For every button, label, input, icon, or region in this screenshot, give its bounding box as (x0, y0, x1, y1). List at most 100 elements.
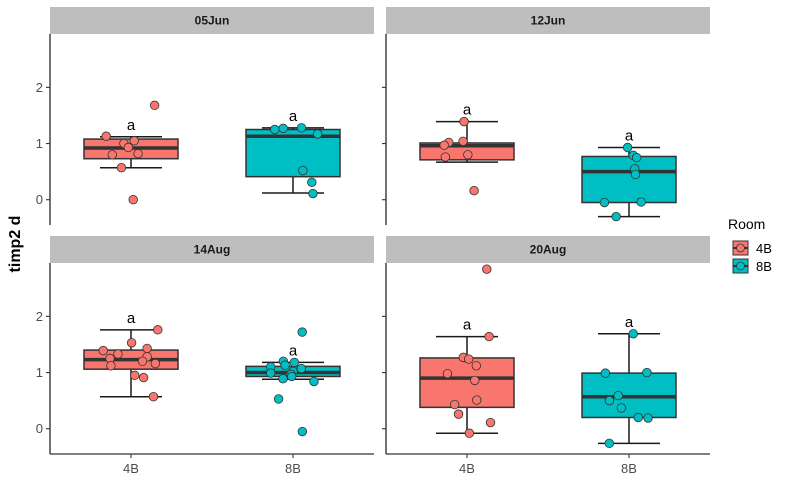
y-tick-label: 1 (36, 136, 43, 151)
legend-label: 8B (756, 259, 772, 274)
group-letter: a (625, 127, 634, 144)
group-letter: a (289, 342, 298, 359)
legend-key-point (736, 261, 745, 271)
data-point (600, 368, 611, 378)
data-point (123, 142, 134, 153)
data-point (142, 343, 152, 354)
data-point (604, 438, 614, 449)
panel-12Jun: 12Jun a a (386, 7, 710, 222)
data-point (287, 371, 297, 382)
legend-key-point (736, 243, 745, 253)
data-point (463, 354, 474, 364)
group-letter: a (463, 102, 472, 119)
data-point (289, 357, 300, 368)
x-tick-label: 8B (621, 461, 637, 476)
data-point (453, 409, 464, 419)
box-group-4B: a (419, 264, 515, 438)
x-tick-label: 4B (123, 461, 139, 476)
box (419, 357, 515, 409)
panels: 05Jun a a 12Jun a a 14Aug a a 20Aug a a (50, 7, 710, 449)
panel-14Aug: 14Aug a a (50, 236, 374, 437)
data-point (278, 374, 288, 384)
x-tick-label: 8B (285, 461, 301, 476)
group-letter: a (625, 314, 634, 331)
data-point (312, 129, 323, 139)
box-group-8B: a (245, 327, 341, 437)
y-tick-label: 2 (36, 80, 43, 95)
axes: 0 1 2 0 1 2 4B 8B 4B 8B (36, 34, 710, 476)
group-letter: a (127, 117, 136, 134)
data-point (611, 211, 621, 222)
data-point (458, 136, 468, 146)
data-point (636, 197, 646, 207)
y-tick-label: 0 (36, 192, 43, 207)
panel-20Aug: 20Aug a a (386, 236, 710, 449)
group-letter: a (463, 317, 472, 334)
data-point (296, 123, 307, 133)
box-group-8B: a (581, 127, 677, 222)
data-point (273, 394, 284, 404)
strip-background (50, 7, 374, 34)
data-point (128, 195, 138, 205)
data-point (471, 361, 482, 371)
group-letter: a (289, 108, 298, 125)
data-point (307, 177, 317, 188)
data-point (137, 356, 148, 367)
data-point (622, 142, 633, 153)
data-point (469, 186, 479, 196)
data-point (439, 140, 449, 150)
data-point (484, 331, 494, 342)
strip-title: 20Aug (530, 243, 567, 257)
data-point (297, 327, 307, 337)
data-point (130, 370, 140, 381)
data-point (440, 152, 451, 162)
data-point (472, 395, 482, 405)
strip-title: 05Jun (195, 14, 230, 28)
data-point (270, 124, 280, 135)
data-point (630, 169, 641, 180)
strip-background (386, 7, 710, 34)
data-point (616, 403, 627, 413)
legend-label: 4B (756, 241, 772, 256)
data-point (98, 345, 108, 356)
box (581, 155, 677, 204)
legend-item-4B: 4B (732, 240, 772, 256)
legend: Room 4B 8B (728, 216, 772, 274)
data-point (633, 412, 643, 423)
data-point (643, 413, 653, 423)
box-group-4B: a (83, 310, 179, 402)
data-point (116, 162, 127, 173)
data-point (470, 375, 480, 386)
data-point (628, 329, 638, 339)
strip-background (386, 236, 710, 263)
strip-title: 12Jun (531, 14, 566, 28)
data-point (129, 136, 139, 146)
data-point (133, 148, 143, 159)
data-point (459, 116, 469, 127)
data-point (297, 426, 308, 437)
data-point (604, 395, 615, 406)
data-point (485, 417, 496, 428)
y-tick-label: 0 (36, 421, 43, 436)
data-point (631, 152, 642, 163)
data-point (265, 368, 276, 378)
data-point (449, 399, 460, 410)
box-group-4B: a (83, 100, 179, 205)
strip-title: 14Aug (194, 243, 231, 257)
data-point (113, 349, 123, 359)
data-point (442, 368, 453, 379)
data-point (463, 150, 473, 160)
data-point (153, 325, 163, 335)
box-group-4B: a (419, 102, 515, 196)
data-point (613, 390, 623, 401)
data-point (298, 165, 308, 176)
x-tick-label: 4B (459, 461, 475, 476)
data-point (148, 392, 159, 402)
data-point (150, 358, 161, 369)
box-group-8B: a (245, 108, 341, 199)
y-tick-label: 2 (36, 309, 43, 324)
strip-background (50, 236, 374, 263)
y-tick-label: 1 (36, 365, 43, 380)
data-point (280, 360, 290, 370)
